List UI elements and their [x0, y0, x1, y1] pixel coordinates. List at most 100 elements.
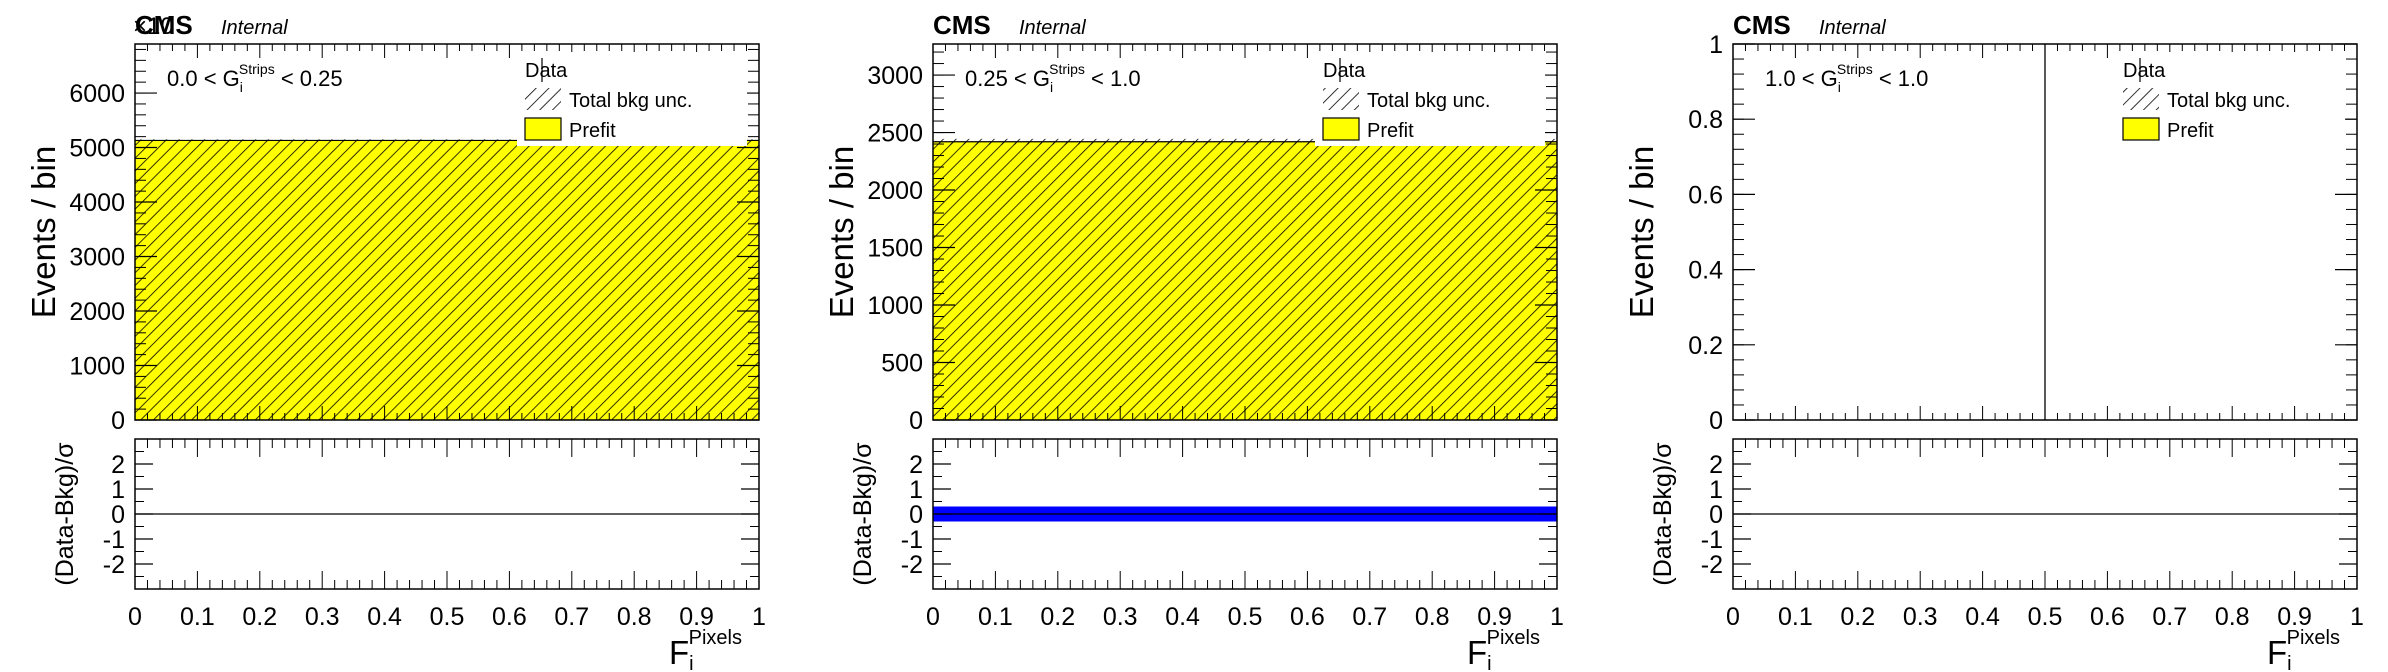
legend-prefit-swatch	[1322, 117, 1360, 141]
x-tick-label: 0.2	[1840, 603, 1875, 631]
x-tick-label: 0.6	[1290, 603, 1325, 631]
internal-label: Internal	[1819, 17, 1886, 39]
legend-prefit-swatch	[2122, 117, 2160, 141]
ratio-y-title: (Data-Bkg)/σ	[849, 442, 877, 586]
x-axis-title: FiPixels	[1467, 627, 1540, 672]
y-tick-label: 3000	[69, 244, 125, 272]
ratio-y-tick-label: 1	[111, 476, 125, 504]
y-tick-label: 6000	[69, 80, 125, 108]
legend-data-label: Data	[1323, 60, 1366, 82]
bkg-unc-band	[933, 138, 1557, 145]
bkg-unc-band	[135, 139, 759, 142]
ratio-y-tick-label: 1	[909, 476, 923, 504]
y-tick-label: 0.4	[1688, 257, 1723, 285]
x-tick-label: 0.7	[1352, 603, 1387, 631]
x-tick-label: 0.9	[1477, 603, 1512, 631]
y-tick-label: 2500	[867, 120, 923, 148]
legend-data-label: Data	[2123, 60, 2166, 82]
y-tick-label: 0	[909, 407, 923, 435]
ratio-y-tick-label: 2	[1709, 451, 1723, 479]
x-tick-label: 0.3	[1103, 603, 1138, 631]
y-tick-label: 500	[881, 350, 923, 378]
x-tick-label: 1	[2350, 603, 2364, 631]
x-tick-label: 1	[752, 603, 766, 631]
y-tick-label: 1	[1709, 31, 1723, 59]
x-tick-label: 0.3	[1903, 603, 1938, 631]
ratio-y-tick-label: 2	[909, 451, 923, 479]
x-tick-label: 0.6	[2090, 603, 2125, 631]
y-axis-title: Events / bin	[823, 146, 860, 318]
x-tick-label: 0.5	[2028, 603, 2063, 631]
x-tick-label: 0.8	[617, 603, 652, 631]
x-tick-label: 0.9	[2277, 603, 2312, 631]
y-tick-label: 5000	[69, 135, 125, 163]
x-tick-label: 0.7	[554, 603, 589, 631]
y-axis-title: Events / bin	[25, 146, 62, 318]
ratio-y-tick-label: 0	[1709, 501, 1723, 529]
x-tick-label: 0.7	[2152, 603, 2187, 631]
ratio-y-tick-label: 2	[111, 451, 125, 479]
x-tick-label: 0.9	[679, 603, 714, 631]
y-tick-label: 0.6	[1688, 181, 1723, 209]
legend-prefit-label: Prefit	[1367, 120, 1414, 142]
region-label: 0.0 < GiStrips < 0.25	[167, 61, 343, 95]
x-tick-label: 0.1	[1778, 603, 1813, 631]
legend-prefit-swatch	[524, 117, 562, 141]
x-axis-title: FiPixels	[2267, 627, 2340, 672]
x-tick-label: 0.6	[492, 603, 527, 631]
x-tick-label: 0.2	[242, 603, 277, 631]
y-tick-label: 2000	[69, 298, 125, 326]
x-tick-label: 0.8	[2215, 603, 2250, 631]
ratio-y-tick-label: 1	[1709, 476, 1723, 504]
x-tick-label: 0	[1726, 603, 1740, 631]
cms-label: CMS	[933, 10, 991, 40]
ratio-y-tick-label: -1	[901, 526, 923, 554]
x-tick-label: 0.4	[1165, 603, 1200, 631]
panel-3: 0 0.2 0.4 0.6 0.8 1 Events / bin CMS Internal 1.0…	[1623, 10, 2364, 672]
legend-prefit-label: Prefit	[569, 120, 616, 142]
y-tick-label: 3000	[867, 62, 923, 90]
legend-unc-label: Total bkg unc.	[2167, 90, 2290, 112]
ratio-y-title: (Data-Bkg)/σ	[51, 442, 79, 586]
legend-unc-swatch	[525, 88, 561, 110]
y-tick-label: 2000	[867, 177, 923, 205]
y-axis-title: Events / bin	[1623, 146, 1660, 318]
cms-label: CMS	[1733, 10, 1791, 40]
bkg-unc-hatch	[135, 140, 759, 420]
x-tick-label: 0	[128, 603, 142, 631]
bkg-unc-hatch	[933, 141, 1557, 420]
y-tick-label: 0.2	[1688, 332, 1723, 360]
y-tick-label: 4000	[69, 189, 125, 217]
cms-label: CMS	[135, 10, 193, 40]
ratio-y-tick-label: -1	[1701, 526, 1723, 554]
x-tick-label: 0.4	[1965, 603, 2000, 631]
y-tick-label: 1000	[69, 353, 125, 381]
legend-unc-label: Total bkg unc.	[569, 90, 692, 112]
legend-unc-swatch	[1323, 88, 1359, 110]
panel-2: 0 500 1000 1500 2000 2500 3000 Events / bin CMS I…	[823, 10, 1564, 672]
x-tick-label: 0.1	[180, 603, 215, 631]
ratio-y-tick-label: 0	[111, 501, 125, 529]
x-axis-title: FiPixels	[669, 627, 742, 672]
legend-unc-label: Total bkg unc.	[1367, 90, 1490, 112]
y-tick-label: 1500	[867, 235, 923, 263]
y-tick-label: 0	[111, 407, 125, 435]
x-tick-label: 0.5	[430, 603, 465, 631]
x-tick-label: 0.5	[1228, 603, 1263, 631]
x-tick-label: 0	[926, 603, 940, 631]
region-label: 0.25 < GiStrips < 1.0	[965, 61, 1141, 95]
x-tick-label: 0.2	[1040, 603, 1075, 631]
y-tick-label: 1000	[867, 292, 923, 320]
y-multiplier: ×10	[133, 13, 174, 40]
ratio-y-tick-label: -1	[103, 526, 125, 554]
x-tick-label: 0.4	[367, 603, 402, 631]
ratio-y-tick-label: -2	[1701, 551, 1723, 579]
y-tick-label: 0	[1709, 407, 1723, 435]
legend-prefit-label: Prefit	[2167, 120, 2214, 142]
panel-1: 0 1000 2000 3000 4000 5000 6000 Events / bin ×10…	[25, 10, 766, 672]
x-tick-label: 0.8	[1415, 603, 1450, 631]
